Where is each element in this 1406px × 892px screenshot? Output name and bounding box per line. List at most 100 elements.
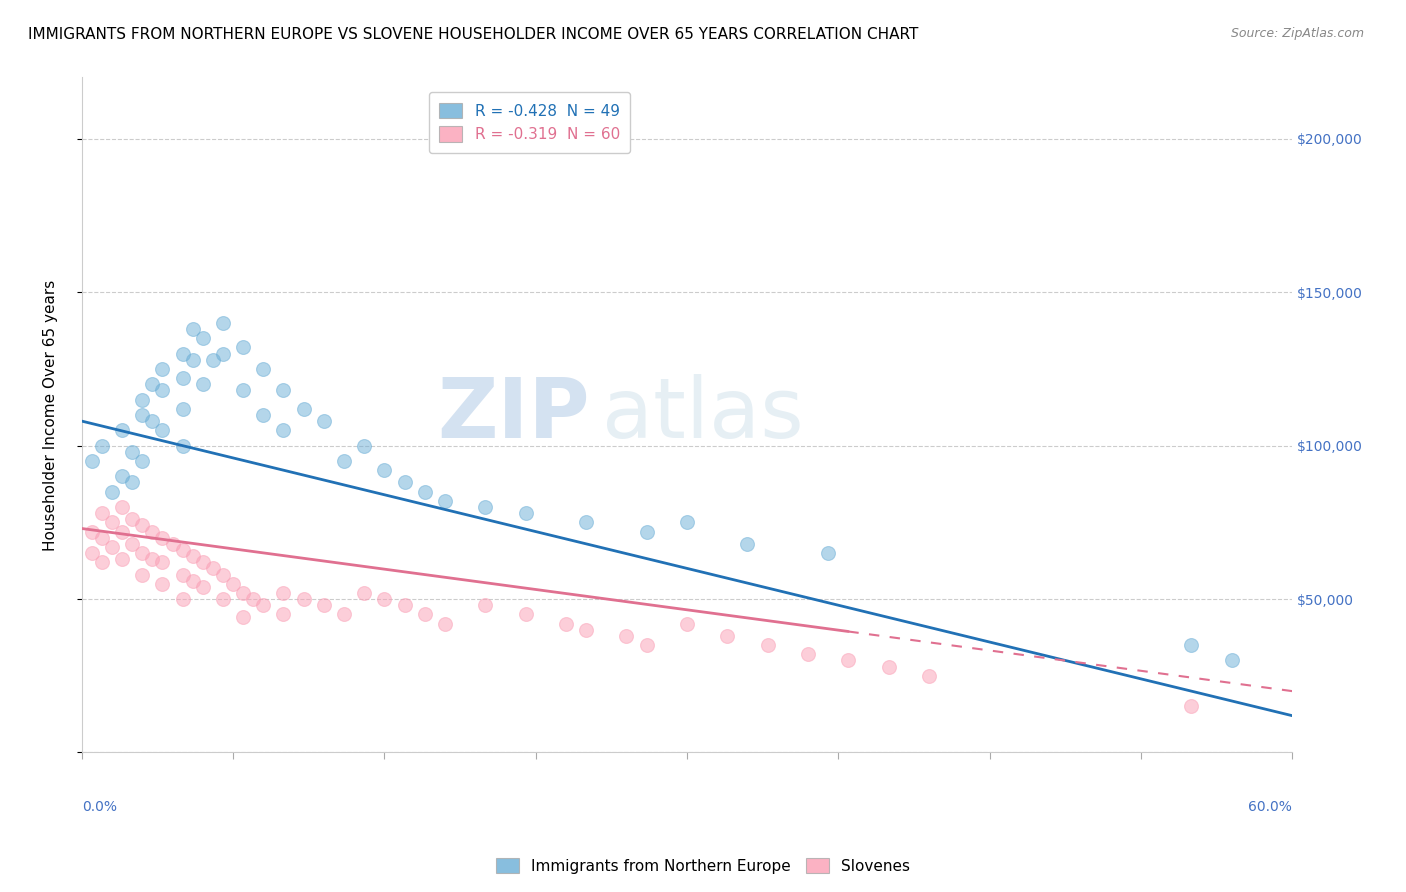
- Point: [111, 524, 134, 539]
- Point: [191, 377, 214, 392]
- Point: [918, 669, 941, 683]
- Point: [131, 454, 153, 468]
- Point: [212, 346, 235, 360]
- Point: [394, 475, 416, 490]
- Text: 0.0%: 0.0%: [82, 800, 117, 814]
- Point: [1180, 699, 1202, 714]
- Legend: R = -0.428  N = 49, R = -0.319  N = 60: R = -0.428 N = 49, R = -0.319 N = 60: [429, 92, 630, 153]
- Point: [433, 616, 456, 631]
- Point: [212, 592, 235, 607]
- Point: [121, 444, 143, 458]
- Point: [797, 648, 820, 662]
- Point: [554, 616, 576, 631]
- Point: [252, 598, 274, 612]
- Point: [212, 567, 235, 582]
- Point: [273, 423, 295, 437]
- Point: [191, 555, 214, 569]
- Point: [676, 516, 699, 530]
- Point: [80, 454, 103, 468]
- Point: [756, 638, 779, 652]
- Point: [575, 623, 598, 637]
- Point: [121, 512, 143, 526]
- Point: [433, 494, 456, 508]
- Point: [90, 506, 112, 520]
- Text: 60.0%: 60.0%: [1249, 800, 1292, 814]
- Point: [292, 592, 315, 607]
- Text: Source: ZipAtlas.com: Source: ZipAtlas.com: [1230, 27, 1364, 40]
- Point: [474, 598, 496, 612]
- Point: [172, 401, 194, 416]
- Point: [90, 439, 112, 453]
- Point: [111, 469, 134, 483]
- Point: [737, 537, 759, 551]
- Point: [333, 607, 356, 622]
- Point: [152, 362, 174, 376]
- Point: [121, 475, 143, 490]
- Point: [121, 537, 143, 551]
- Point: [232, 586, 254, 600]
- Point: [877, 659, 900, 673]
- Point: [232, 384, 254, 398]
- Point: [575, 516, 598, 530]
- Point: [101, 516, 124, 530]
- Point: [181, 574, 204, 588]
- Point: [252, 362, 274, 376]
- Point: [232, 610, 254, 624]
- Point: [152, 576, 174, 591]
- Point: [252, 408, 274, 422]
- Point: [1220, 653, 1243, 667]
- Point: [172, 439, 194, 453]
- Point: [273, 586, 295, 600]
- Point: [333, 454, 356, 468]
- Point: [515, 607, 537, 622]
- Point: [181, 322, 204, 336]
- Point: [172, 543, 194, 558]
- Point: [111, 423, 134, 437]
- Point: [636, 524, 658, 539]
- Point: [111, 500, 134, 514]
- Point: [181, 352, 204, 367]
- Point: [172, 592, 194, 607]
- Point: [1180, 638, 1202, 652]
- Point: [373, 463, 395, 477]
- Text: atlas: atlas: [602, 375, 804, 456]
- Point: [474, 500, 496, 514]
- Point: [232, 341, 254, 355]
- Point: [373, 592, 395, 607]
- Point: [172, 346, 194, 360]
- Point: [152, 531, 174, 545]
- Point: [131, 546, 153, 560]
- Point: [353, 586, 375, 600]
- Point: [172, 567, 194, 582]
- Text: IMMIGRANTS FROM NORTHERN EUROPE VS SLOVENE HOUSEHOLDER INCOME OVER 65 YEARS CORR: IMMIGRANTS FROM NORTHERN EUROPE VS SLOVE…: [28, 27, 918, 42]
- Point: [837, 653, 859, 667]
- Point: [201, 561, 224, 575]
- Point: [172, 371, 194, 385]
- Point: [181, 549, 204, 563]
- Point: [152, 555, 174, 569]
- Point: [131, 392, 153, 407]
- Point: [80, 546, 103, 560]
- Point: [716, 629, 738, 643]
- Point: [312, 598, 335, 612]
- Point: [141, 552, 163, 566]
- Point: [515, 506, 537, 520]
- Point: [413, 607, 436, 622]
- Point: [191, 331, 214, 345]
- Point: [273, 607, 295, 622]
- Point: [292, 401, 315, 416]
- Text: ZIP: ZIP: [437, 375, 591, 456]
- Point: [131, 518, 153, 533]
- Point: [141, 414, 163, 428]
- Point: [413, 484, 436, 499]
- Point: [131, 567, 153, 582]
- Point: [353, 439, 375, 453]
- Point: [162, 537, 184, 551]
- Point: [111, 552, 134, 566]
- Point: [636, 638, 658, 652]
- Point: [131, 408, 153, 422]
- Point: [817, 546, 839, 560]
- Point: [90, 555, 112, 569]
- Y-axis label: Householder Income Over 65 years: Householder Income Over 65 years: [44, 279, 58, 550]
- Point: [141, 377, 163, 392]
